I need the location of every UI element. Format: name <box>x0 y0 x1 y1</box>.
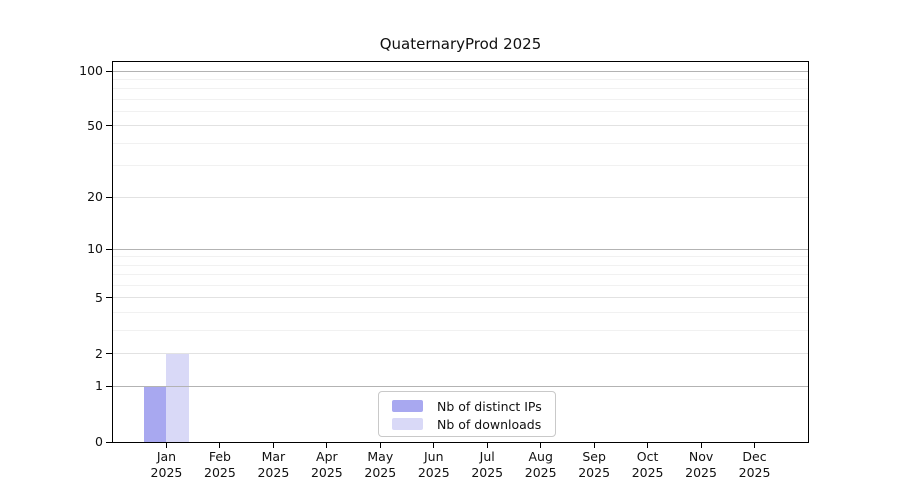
y-tick <box>106 385 113 387</box>
gridline <box>113 248 808 250</box>
x-tick-year: 2025 <box>204 465 236 480</box>
legend-item-distinct-ips: Nb of distinct IPs <box>379 397 555 415</box>
legend-label-downloads: Nb of downloads <box>437 416 542 432</box>
x-tick <box>165 443 167 448</box>
y-tick-label: 2 <box>95 345 103 361</box>
x-tick-year: 2025 <box>685 465 717 480</box>
gridline <box>113 274 808 276</box>
y-tick <box>106 353 113 355</box>
y-tick <box>106 441 113 443</box>
gridline <box>113 70 808 72</box>
y-tick <box>106 196 113 198</box>
x-tick-year: 2025 <box>417 465 450 480</box>
chart-title: QuaternaryProd 2025 <box>379 35 542 53</box>
gridline <box>113 312 808 314</box>
x-tick-label: May 2025 <box>348 449 412 481</box>
gridline <box>113 330 808 332</box>
x-tick-month: Oct <box>636 449 659 464</box>
x-tick-month: May <box>367 449 394 464</box>
x-tick-label: Mar 2025 <box>241 449 305 481</box>
x-tick <box>379 443 381 448</box>
x-tick-label: Jul 2025 <box>455 449 519 481</box>
x-tick-month: Mar <box>261 449 286 464</box>
x-tick <box>593 443 595 448</box>
x-tick-label: Jan 2025 <box>134 449 198 481</box>
x-tick-month: Dec <box>742 449 767 464</box>
y-tick <box>106 125 113 127</box>
bar-distinct-ips <box>143 386 167 442</box>
x-tick-year: 2025 <box>631 465 664 480</box>
x-tick <box>754 443 756 448</box>
x-tick-label: Sep 2025 <box>562 449 626 481</box>
x-tick-month: Jan <box>156 449 177 464</box>
x-tick-year: 2025 <box>257 465 290 480</box>
gridline <box>113 285 808 287</box>
x-tick-year: 2025 <box>738 465 771 480</box>
y-tick <box>106 297 113 299</box>
x-tick-label: Oct 2025 <box>616 449 680 481</box>
x-tick-month: Jun <box>424 449 444 464</box>
bar-downloads <box>166 353 189 442</box>
gridline <box>113 256 808 258</box>
x-tick <box>700 443 702 448</box>
legend-swatch-downloads <box>392 418 423 430</box>
legend-swatch-distinct-ips <box>392 400 423 412</box>
x-tick-year: 2025 <box>471 465 504 480</box>
x-tick-year: 2025 <box>524 465 557 480</box>
y-tick-label: 5 <box>95 289 103 305</box>
x-tick-year: 2025 <box>578 465 611 480</box>
gridline <box>113 125 808 127</box>
x-tick-month: Aug <box>528 449 553 464</box>
legend-label-distinct-ips: Nb of distinct IPs <box>437 398 542 414</box>
x-tick-month: Apr <box>316 449 338 464</box>
x-tick-label: Apr 2025 <box>295 449 359 481</box>
y-tick <box>106 70 113 72</box>
y-tick-label: 100 <box>79 63 103 78</box>
x-tick <box>219 443 221 448</box>
x-tick <box>433 443 435 448</box>
gridline <box>113 264 808 266</box>
x-tick-month: Sep <box>582 449 606 464</box>
y-tick-label: 50 <box>87 117 103 133</box>
plot-canvas <box>113 62 808 442</box>
gridline <box>113 78 808 80</box>
gridline <box>113 297 808 299</box>
x-tick-year: 2025 <box>310 465 343 480</box>
y-tick-label: 1 <box>95 378 103 394</box>
gridline <box>113 98 808 100</box>
x-tick-month: Nov <box>688 449 714 464</box>
gridline <box>113 88 808 90</box>
x-tick-label: Dec 2025 <box>723 449 787 481</box>
x-tick <box>326 443 328 448</box>
x-tick <box>647 443 649 448</box>
x-tick-year: 2025 <box>364 465 397 480</box>
gridline <box>113 196 808 198</box>
x-tick-month: Jul <box>479 449 495 464</box>
gridline <box>113 165 808 167</box>
legend: Nb of distinct IPs Nb of downloads <box>378 391 556 437</box>
x-tick-label: Aug 2025 <box>509 449 573 481</box>
gridline <box>113 111 808 113</box>
legend-item-downloads: Nb of downloads <box>379 415 555 433</box>
y-tick-label: 10 <box>87 241 103 257</box>
x-tick <box>540 443 542 448</box>
y-tick-label: 0 <box>95 434 103 449</box>
y-tick <box>106 248 113 250</box>
gridline <box>113 142 808 144</box>
x-tick-label: Jun 2025 <box>402 449 466 481</box>
x-tick <box>486 443 488 448</box>
gridline <box>113 385 808 387</box>
x-tick-label: Feb 2025 <box>188 449 252 481</box>
plot-area <box>112 61 809 443</box>
x-tick <box>272 443 274 448</box>
x-tick-month: Feb <box>208 449 231 464</box>
gridline <box>113 353 808 355</box>
x-tick-label: Nov 2025 <box>669 449 733 481</box>
x-tick-year: 2025 <box>150 465 183 480</box>
y-tick-label: 20 <box>87 189 103 205</box>
